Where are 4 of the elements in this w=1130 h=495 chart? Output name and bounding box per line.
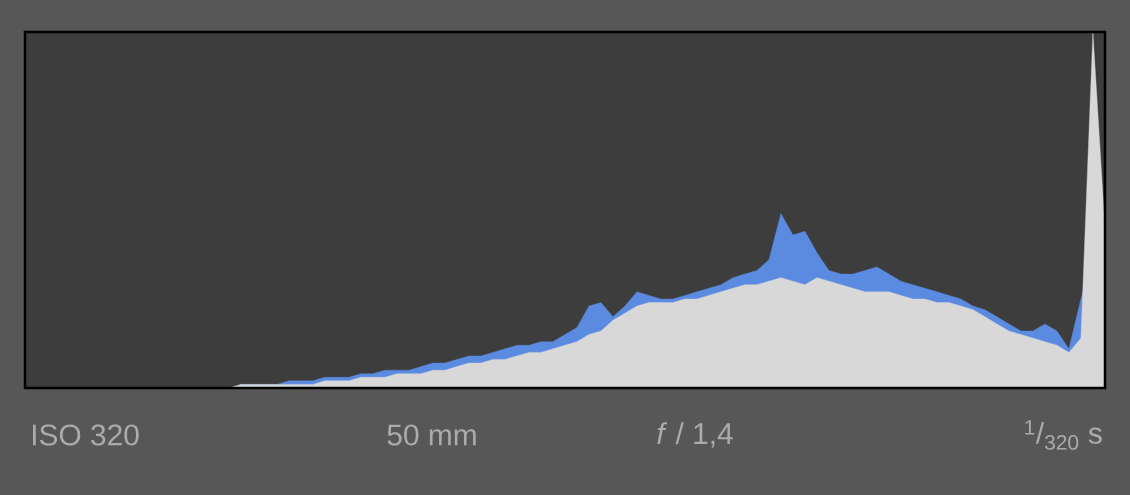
text: $^{1}$/$_{320}$ s	[1025, 420, 1102, 450]
text: ISO 320	[32, 424, 139, 446]
text: 50 mm	[387, 424, 476, 446]
text: f / 1,4	[657, 422, 733, 448]
